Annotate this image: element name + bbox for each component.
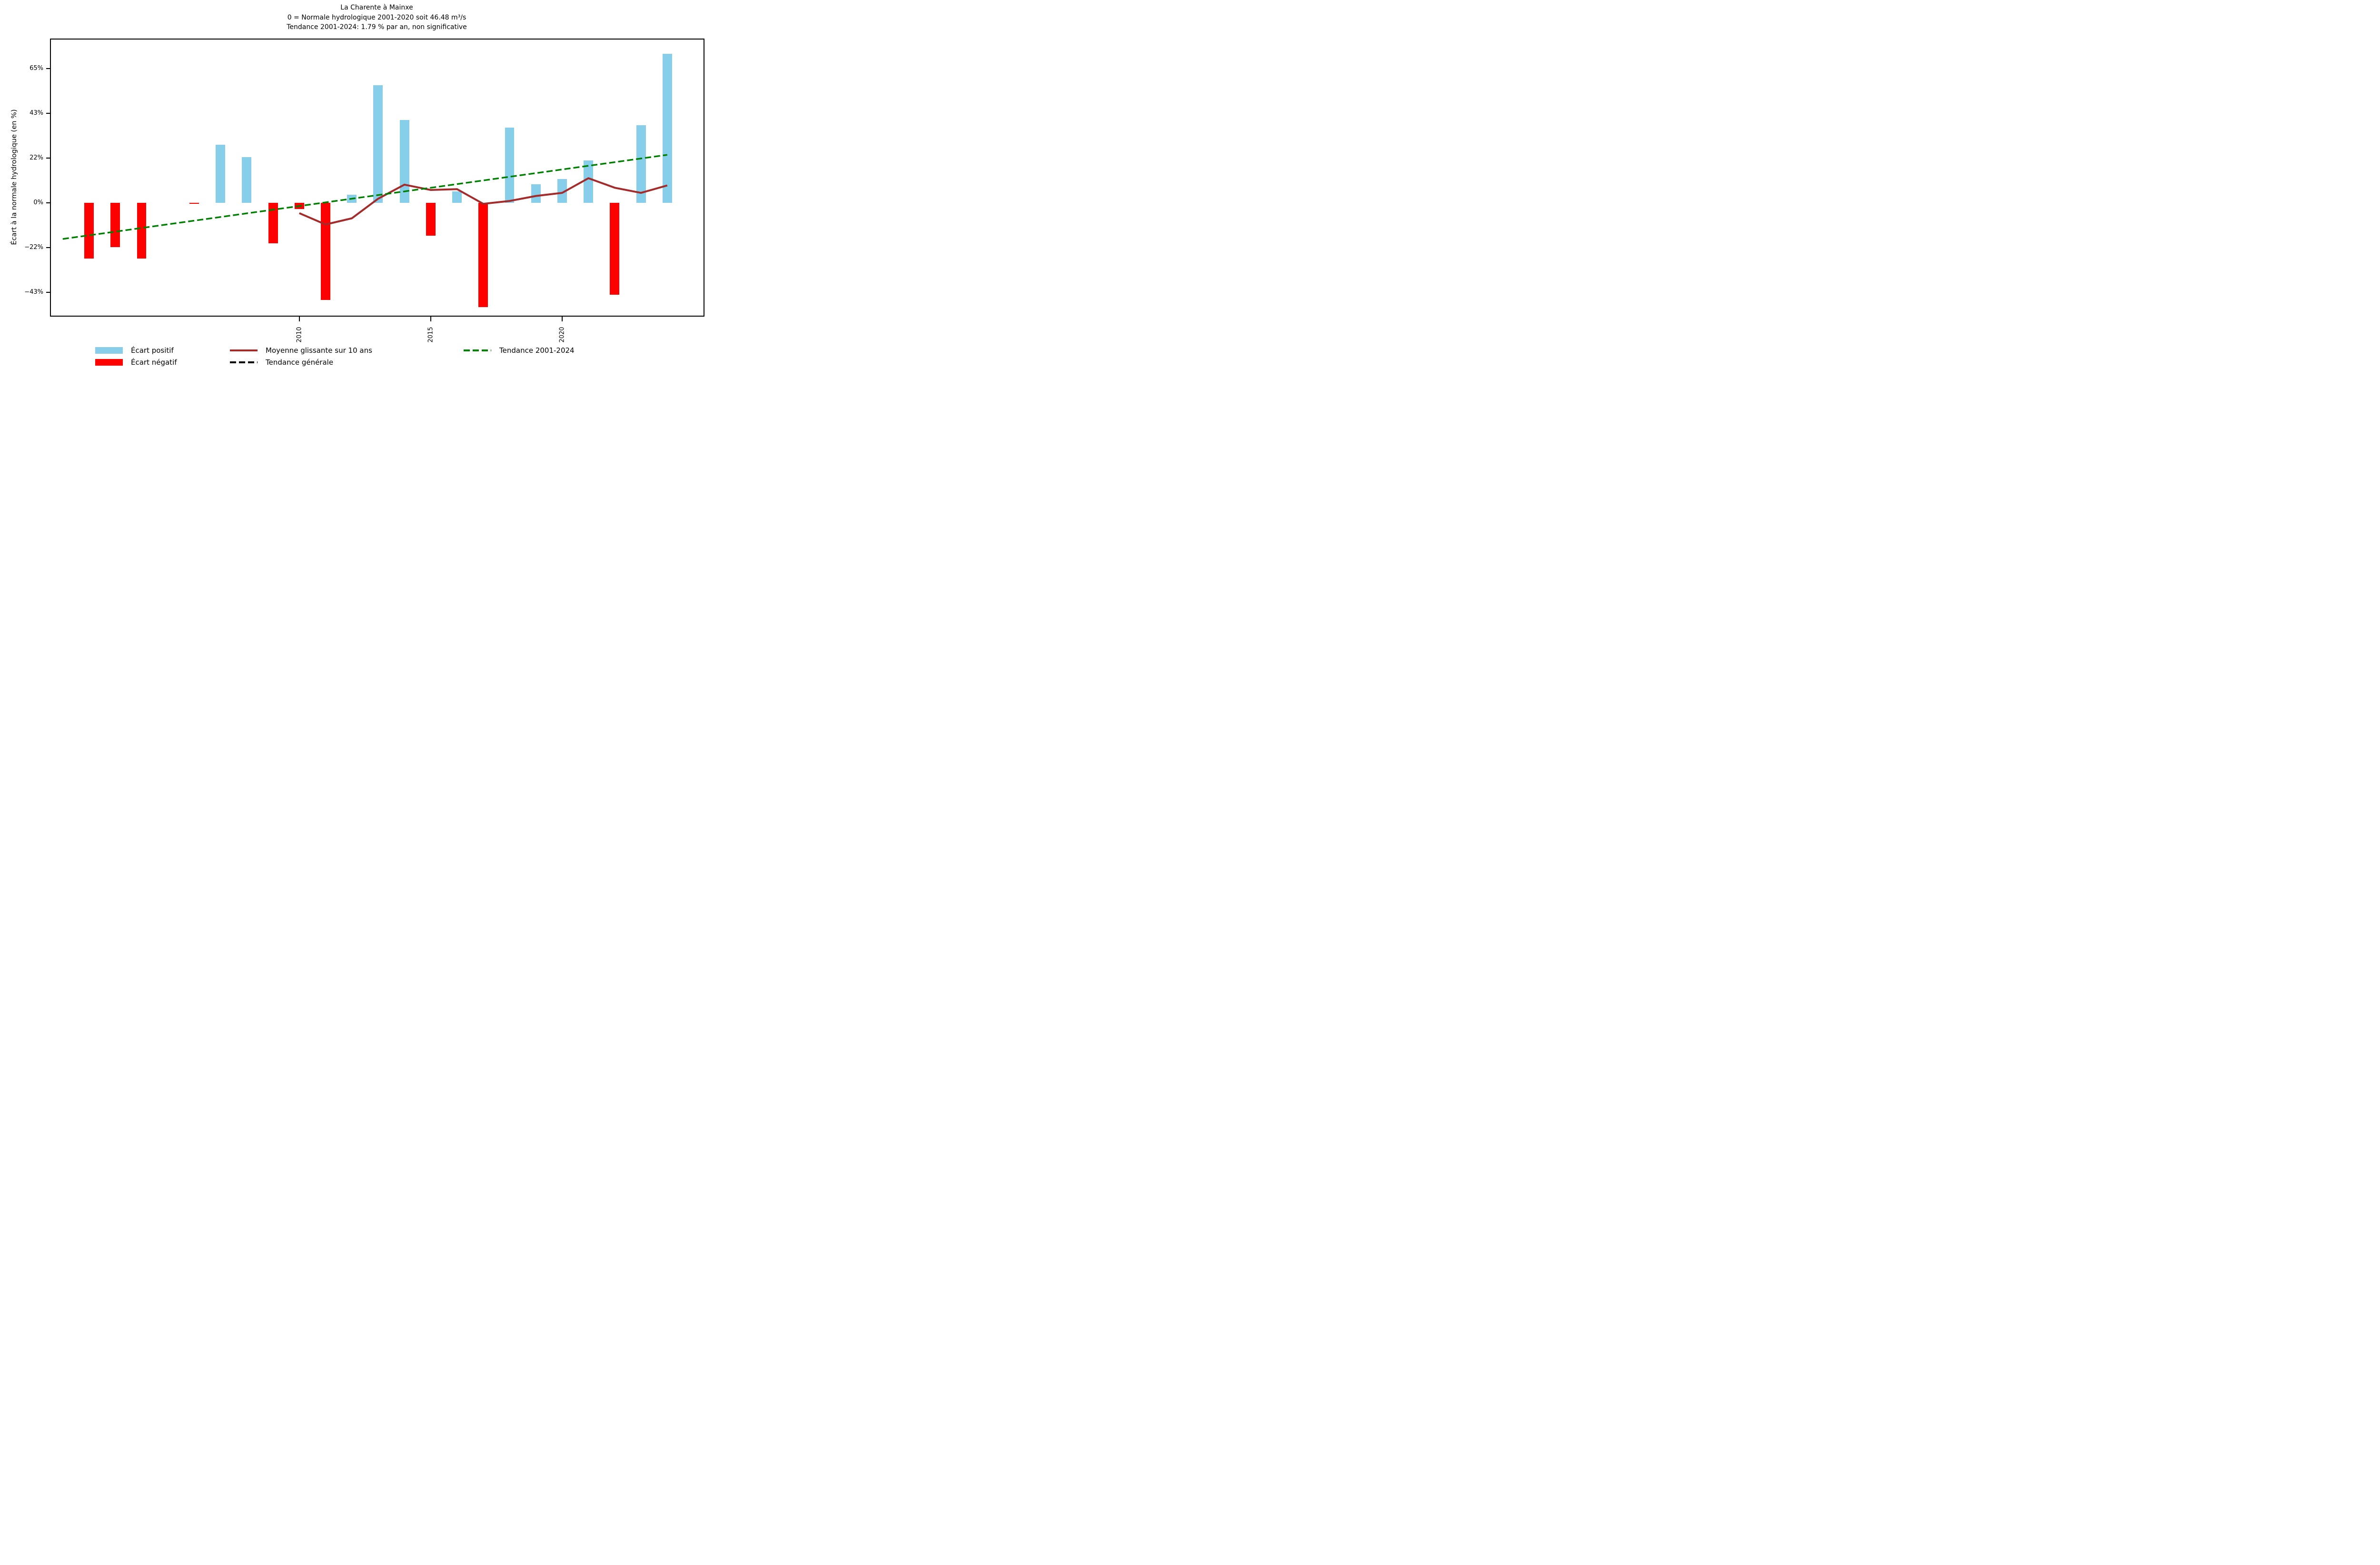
y-tick-label: 22%: [30, 154, 43, 162]
bar-2024: [662, 54, 672, 203]
legend-item: Tendance générale: [230, 358, 464, 367]
y-tick-label: 43%: [30, 110, 43, 117]
y-tick-label: 65%: [30, 64, 43, 72]
bar-2015: [426, 202, 436, 236]
bar-2006: [189, 202, 199, 204]
y-tick-label: −43%: [24, 289, 43, 296]
y-tick-mark: [46, 157, 51, 159]
chart-title-line3: Tendance 2001-2024: 1.79 % par an, non s…: [287, 23, 467, 31]
bar-2014: [399, 120, 409, 203]
moyenne-glissante-10-ans-line: [299, 177, 668, 226]
x-tick-label: 2015: [427, 327, 435, 343]
tendance-2001-2024-line: [62, 154, 668, 240]
legend-swatch-dash: [464, 349, 491, 351]
x-tick-mark: [430, 317, 431, 321]
x-tick-label: 2010: [296, 327, 303, 343]
y-tick-mark: [46, 247, 51, 249]
bar-2022: [610, 202, 620, 295]
legend-swatch-dash: [230, 361, 258, 363]
bar-2009: [268, 202, 278, 243]
hydrology-deviation-chart: La Charente à Mainxe 0 = Normale hydrolo…: [0, 0, 708, 391]
y-axis-label: Écart à la normale hydrologique (en %): [10, 109, 18, 245]
x-tick-mark: [561, 317, 563, 321]
bar-2013: [373, 85, 383, 203]
legend-item: Écart positif: [95, 346, 230, 355]
bar-2003: [110, 202, 120, 248]
y-tick-mark: [46, 68, 51, 69]
y-tick-label: 0%: [33, 199, 43, 207]
bar-2021: [584, 160, 594, 203]
legend-item: Écart négatif: [95, 358, 230, 367]
bar-2004: [137, 202, 147, 259]
bar-2016: [452, 191, 462, 203]
bar-2018: [505, 127, 515, 203]
legend-row: Écart positif Moyenne glissante sur 10 an…: [95, 346, 575, 355]
chart-title: La Charente à Mainxe 0 = Normale hydrolo…: [50, 3, 703, 32]
bar-2019: [531, 184, 541, 203]
legend-label: Tendance 2001-2024: [499, 346, 575, 355]
y-tick-label: −22%: [24, 244, 43, 251]
bar-2007: [216, 145, 226, 203]
bar-2011: [321, 202, 330, 300]
x-tick-mark: [298, 317, 300, 321]
legend-swatch-patch: [95, 347, 123, 354]
legend-swatch-patch: [95, 359, 123, 366]
bar-2023: [636, 125, 646, 203]
bar-2017: [478, 202, 488, 308]
y-tick-mark: [46, 112, 51, 114]
legend-item: Moyenne glissante sur 10 ans: [230, 346, 464, 355]
x-tick-label: 2020: [558, 327, 566, 343]
legend-item: Tendance 2001-2024: [464, 346, 575, 355]
y-tick-mark: [46, 292, 51, 293]
legend-label: Tendance générale: [266, 358, 334, 367]
lines-overlay: [62, 154, 668, 240]
legend-label: Moyenne glissante sur 10 ans: [266, 346, 372, 355]
legend-label: Écart négatif: [131, 358, 177, 367]
legend: Écart positif Moyenne glissante sur 10 an…: [95, 346, 575, 367]
bar-2008: [242, 157, 252, 203]
bar-2020: [557, 179, 567, 203]
legend-row: Écart négatif Tendance générale: [95, 358, 575, 367]
legend-label: Écart positif: [131, 346, 174, 355]
legend-swatch-line: [230, 349, 258, 351]
chart-title-line2: 0 = Normale hydrologique 2001-2020 soit …: [287, 13, 466, 21]
chart-title-line1: La Charente à Mainxe: [340, 4, 413, 11]
y-tick-mark: [46, 202, 51, 203]
bar-2002: [84, 202, 94, 259]
plot-area: 65% 43% 22% 0% −22% −43% 2010 2015 2020: [24, 39, 704, 343]
